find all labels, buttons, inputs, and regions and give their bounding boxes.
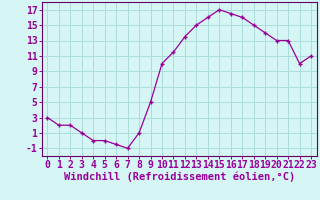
X-axis label: Windchill (Refroidissement éolien,°C): Windchill (Refroidissement éolien,°C) <box>64 172 295 182</box>
